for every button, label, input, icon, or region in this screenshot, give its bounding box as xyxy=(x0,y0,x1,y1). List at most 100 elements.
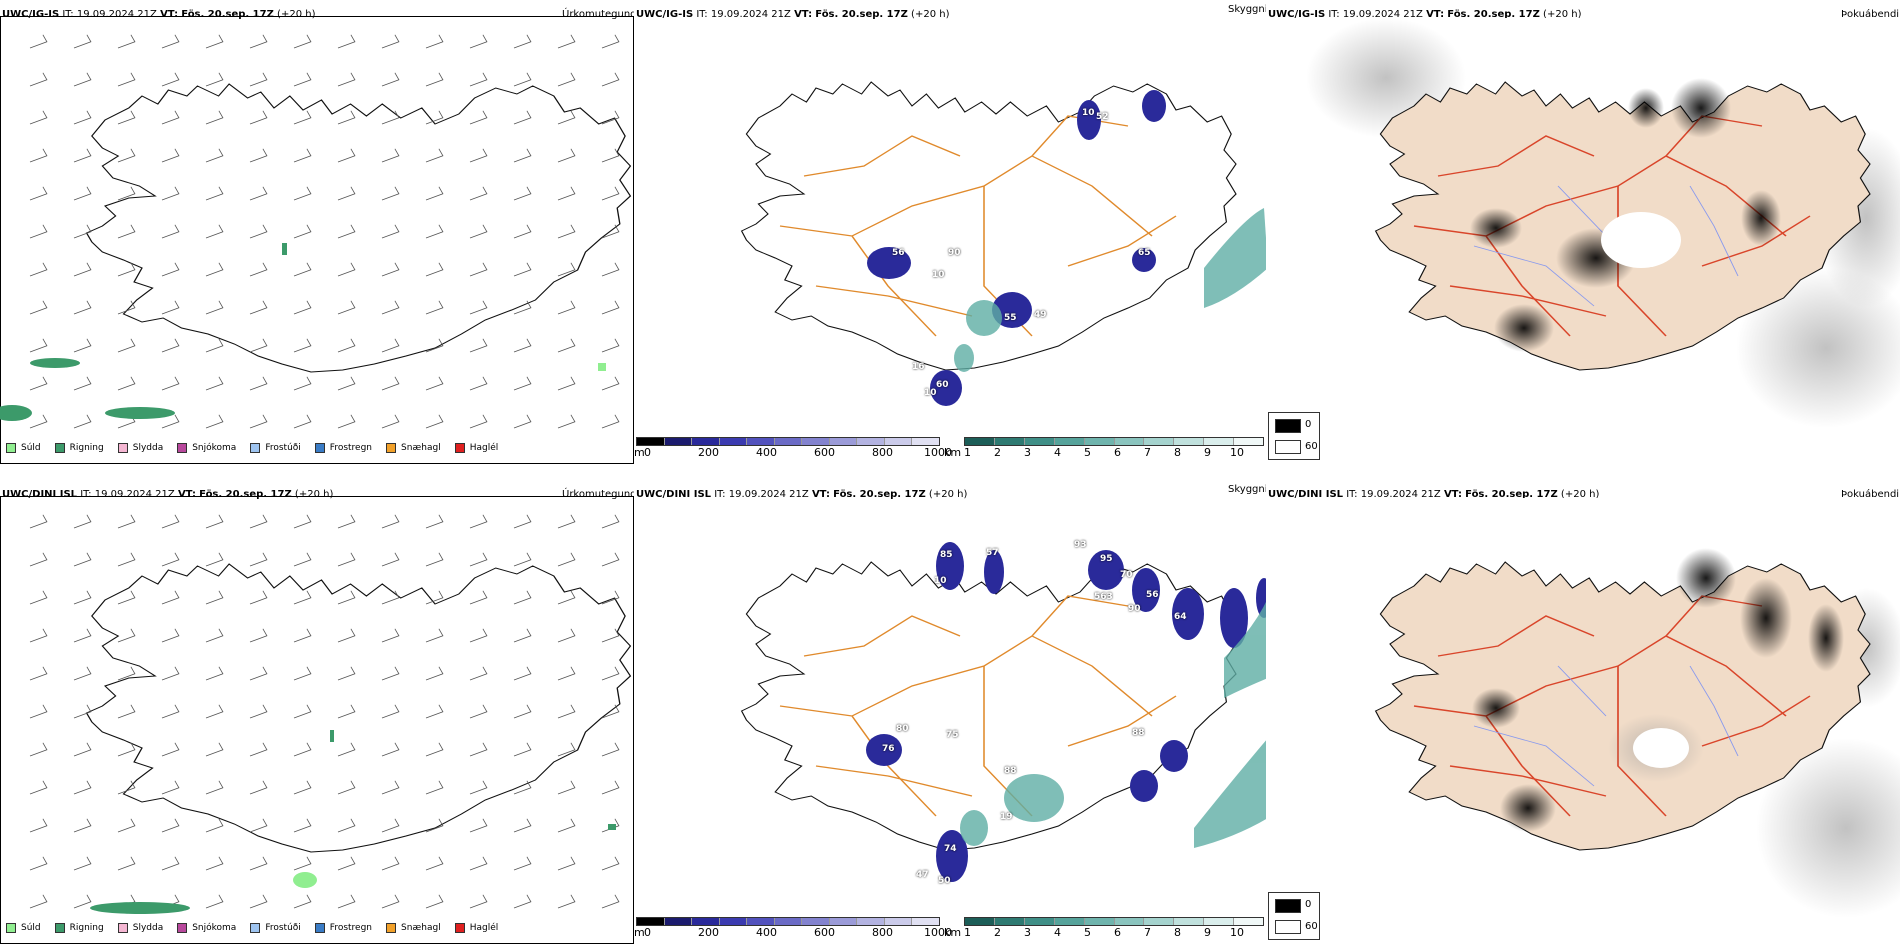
wind-barb xyxy=(381,72,400,87)
wind-barb xyxy=(557,894,576,909)
wind-barb xyxy=(601,262,620,277)
cloud-label: 50 xyxy=(938,876,951,886)
wind-barb xyxy=(73,704,92,719)
wind-barb xyxy=(337,818,356,833)
wind-barb xyxy=(73,414,92,429)
wind-barb xyxy=(425,338,444,353)
wind-barb xyxy=(337,110,356,125)
wind-barb xyxy=(469,262,488,277)
wind-barb xyxy=(205,628,224,643)
wind-barb xyxy=(205,818,224,833)
wind-barb xyxy=(425,110,444,125)
wind-barb xyxy=(293,338,312,353)
wind-barb xyxy=(73,224,92,239)
wind-barb xyxy=(337,704,356,719)
wind-barb xyxy=(337,742,356,757)
wind-barb xyxy=(513,376,532,391)
wind-barb xyxy=(249,704,268,719)
cloud-label: 19 xyxy=(1000,812,1013,822)
wind-barb xyxy=(337,552,356,567)
wind-barb xyxy=(249,338,268,353)
cloud-label: 52 xyxy=(1096,112,1109,122)
wind-barb xyxy=(293,818,312,833)
fog-swatch-60 xyxy=(1275,440,1301,454)
wind-barb xyxy=(205,148,224,163)
wind-barb xyxy=(293,186,312,201)
wind-barb xyxy=(117,552,136,567)
wind-barb xyxy=(29,34,48,49)
wind-barb xyxy=(29,818,48,833)
field-label: Úrkomutegund xyxy=(562,489,636,500)
cloud-label: 56 xyxy=(892,248,905,258)
field-label: Úrkomutegund xyxy=(562,9,636,20)
wind-barb xyxy=(293,300,312,315)
fog-panel-igis: UWC/IG-IS IT: 19.09.2024 21Z VT: Fös. 20… xyxy=(1266,0,1900,470)
wind-barb xyxy=(29,148,48,163)
wind-barb xyxy=(161,666,180,681)
wind-barb xyxy=(29,590,48,605)
wind-barb xyxy=(337,590,356,605)
wind-barb xyxy=(293,590,312,605)
wind-barb xyxy=(601,338,620,353)
wind-barb xyxy=(117,376,136,391)
wind-barb xyxy=(513,552,532,567)
wind-barb xyxy=(557,186,576,201)
wind-barbs xyxy=(29,514,620,909)
wind-barb xyxy=(513,148,532,163)
wind-barb xyxy=(29,742,48,757)
wind-barb xyxy=(469,300,488,315)
wind-barb xyxy=(29,514,48,529)
wind-barb xyxy=(469,780,488,795)
wind-barb xyxy=(117,262,136,277)
fog-legend: 0 60 xyxy=(1268,892,1320,940)
wind-barb xyxy=(249,186,268,201)
wind-barb xyxy=(601,818,620,833)
wind-barb xyxy=(117,704,136,719)
map-frame xyxy=(0,16,634,464)
field-label: Þokuábendi xyxy=(1841,489,1900,500)
wind-barb xyxy=(249,414,268,429)
wind-barb xyxy=(381,590,400,605)
wind-barb xyxy=(469,148,488,163)
iceland-precip-map xyxy=(29,514,632,914)
wind-barb xyxy=(337,34,356,49)
wind-barb xyxy=(469,856,488,871)
wind-barb xyxy=(381,262,400,277)
cloud-label: 65 xyxy=(1138,248,1151,258)
cloud-label: 76 xyxy=(882,744,895,754)
wind-barb xyxy=(293,780,312,795)
wind-barb xyxy=(73,148,92,163)
wind-barb xyxy=(117,628,136,643)
wind-barb xyxy=(249,818,268,833)
fog-swatch-0 xyxy=(1275,899,1301,913)
cloud-label: 90 xyxy=(1128,604,1141,614)
wind-barb xyxy=(249,224,268,239)
wind-barb xyxy=(205,514,224,529)
legend-item-3: Snjókoma xyxy=(177,443,236,453)
wind-barb xyxy=(161,628,180,643)
fog-swatch-60 xyxy=(1275,920,1301,934)
field-label: Skyggni xyxy=(1228,4,1268,15)
wind-barb xyxy=(29,628,48,643)
wind-barb xyxy=(513,300,532,315)
wind-barb xyxy=(205,72,224,87)
wind-barb xyxy=(513,72,532,87)
cloud-label: 60 xyxy=(936,380,949,390)
wind-barb xyxy=(161,514,180,529)
wind-barb xyxy=(601,590,620,605)
wind-barb xyxy=(29,186,48,201)
wind-barb xyxy=(337,514,356,529)
precip-panel-igis: UWC/IG-IS IT: 19.09.2024 21Z VT: Fös. 20… xyxy=(0,0,636,470)
wind-barb xyxy=(601,514,620,529)
wind-barb xyxy=(557,110,576,125)
wind-barb xyxy=(205,856,224,871)
wind-barb xyxy=(117,338,136,353)
wind-barb xyxy=(425,628,444,643)
wind-barb xyxy=(513,666,532,681)
wind-barb xyxy=(161,376,180,391)
rain-areas xyxy=(0,243,606,421)
wind-barb xyxy=(557,300,576,315)
wind-barb xyxy=(249,856,268,871)
wind-barb xyxy=(601,224,620,239)
wind-barb xyxy=(249,780,268,795)
